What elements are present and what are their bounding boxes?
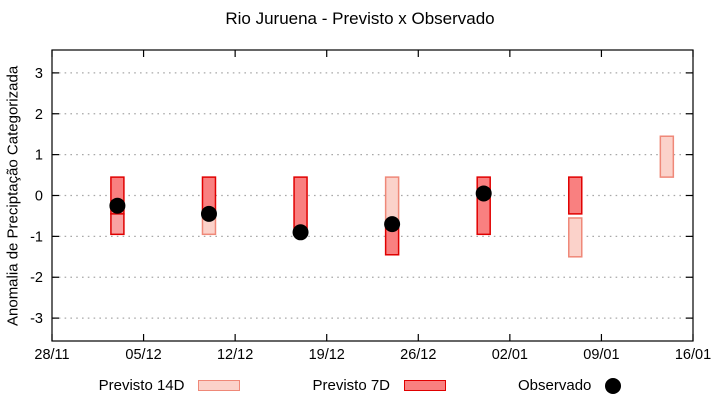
observed-dot	[475, 185, 492, 202]
x-tick-label: 19/12	[309, 347, 345, 363]
y-tick-label: -2	[30, 270, 43, 286]
observed-dot	[292, 224, 309, 241]
y-tick-label: -1	[30, 229, 43, 245]
legend-label-previsto-7d: Previsto 7D	[312, 377, 391, 394]
observed-dot	[200, 205, 217, 222]
x-tick-label: 02/01	[492, 347, 528, 363]
forecast-bar-previsto7d_light	[110, 213, 125, 236]
legend-item-previsto-7d: Previsto 7D	[312, 377, 447, 394]
forecast-bar-previsto7d	[568, 176, 583, 215]
legend-label-previsto-14d: Previsto 14D	[98, 377, 185, 394]
legend: Previsto 14D Previsto 7D Observado	[0, 377, 720, 394]
x-tick-label: 16/01	[675, 347, 711, 363]
x-tick-label: 05/12	[125, 347, 161, 363]
legend-item-previsto-14d: Previsto 14D	[99, 377, 241, 394]
y-tick-label: 0	[35, 189, 43, 205]
forecast-bar-previsto14d	[659, 135, 675, 178]
forecast-bar-previsto14d	[568, 217, 583, 258]
legend-label-observado: Observado	[518, 377, 592, 394]
legend-item-observado: Observado	[518, 377, 622, 394]
previsto-7d-swatch-icon	[404, 380, 447, 391]
observed-dot	[109, 197, 126, 214]
previsto-14d-swatch-icon	[198, 380, 241, 391]
observed-dot	[384, 216, 401, 233]
y-tick-label: -3	[30, 311, 43, 327]
x-tick-label: 12/12	[217, 347, 253, 363]
y-tick-label: 2	[35, 107, 43, 123]
chart-title: Rio Juruena - Previsto x Observado	[225, 9, 495, 28]
y-tick-label: 1	[35, 148, 43, 164]
y-tick-label: 3	[35, 66, 43, 82]
x-tick-label: 28/11	[34, 347, 69, 363]
x-tick-label: 09/01	[583, 347, 619, 363]
plot-area: 28/11 05/12 12/12 19/12 26/12 02/01 09/01 16/01…	[30, 49, 711, 363]
x-tick-label: 26/12	[400, 347, 436, 363]
observed-dot-icon	[605, 377, 622, 394]
